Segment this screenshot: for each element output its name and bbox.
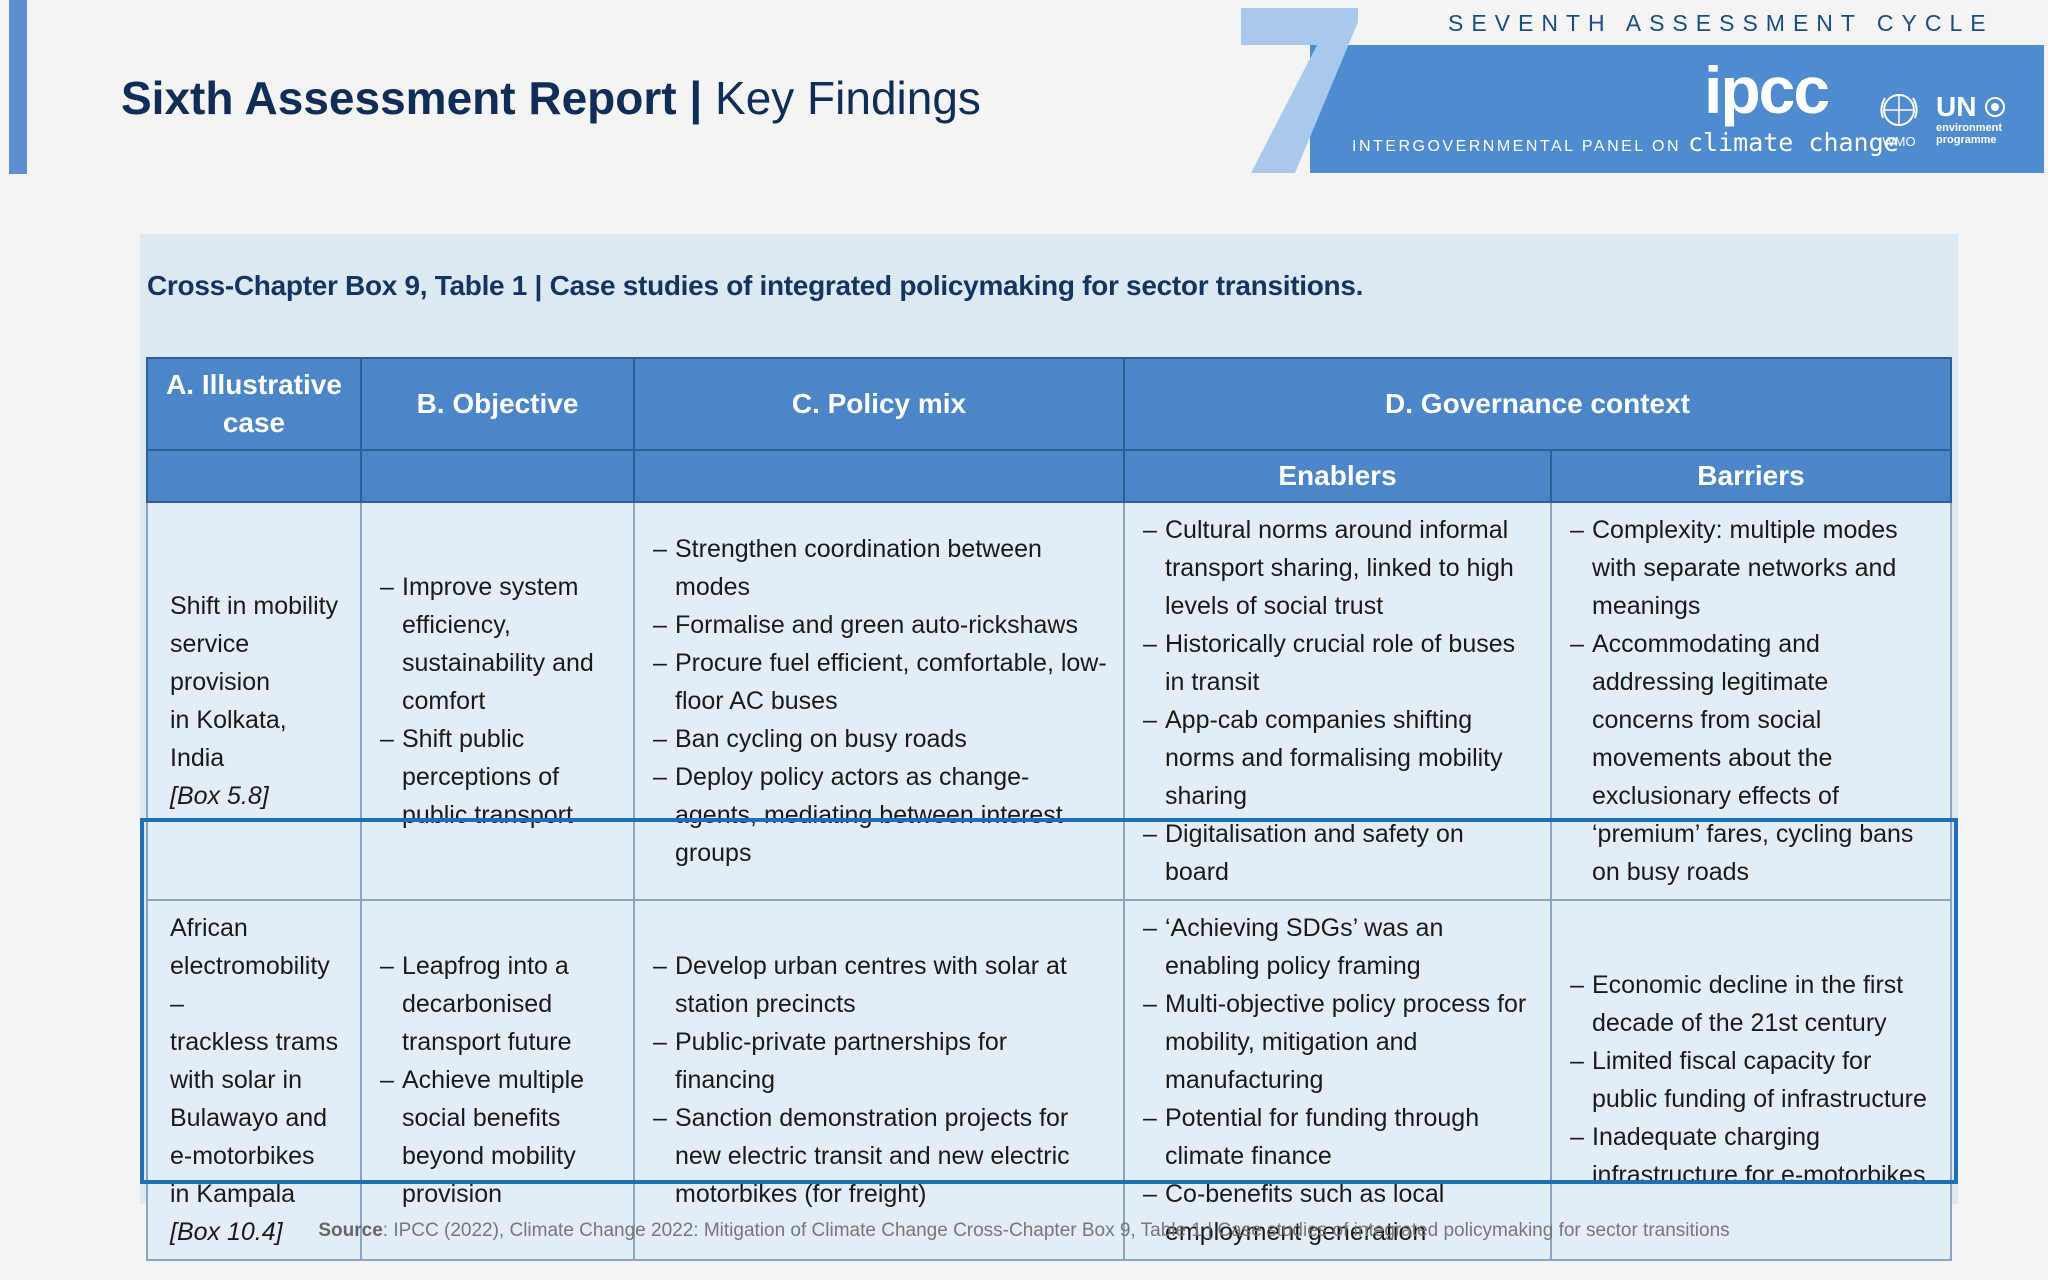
source-label: Source bbox=[318, 1220, 383, 1241]
enablers-cell: Cultural norms around informal transport… bbox=[1123, 501, 1552, 901]
table-row: Shift in mobility service provision in K… bbox=[146, 501, 1953, 901]
list-item: Economic decline in the first decade of … bbox=[1570, 966, 1934, 1042]
title-rest: Key Findings bbox=[702, 72, 981, 124]
list-item: Digitalisation and safety on board bbox=[1143, 815, 1534, 891]
wmo-emblem-icon bbox=[1880, 94, 1918, 126]
header-objective: B. Objective bbox=[360, 357, 635, 451]
case-line: electromobility – bbox=[170, 952, 330, 1018]
barriers-cell: Complexity: multiple modes with separate… bbox=[1549, 501, 1953, 901]
list-item: Develop urban centres with solar at stat… bbox=[653, 947, 1107, 1023]
case-line: e-motorbikes bbox=[170, 1142, 315, 1170]
list-item: Co-benefits such as local employment gen… bbox=[1143, 1175, 1534, 1251]
list-item: Improve system efficiency, sustainabilit… bbox=[380, 568, 617, 720]
list-item: Strengthen coordination between modes bbox=[653, 530, 1107, 606]
header-illustrative-case: A. Illustrative case bbox=[146, 357, 362, 451]
case-line: service provision bbox=[170, 630, 271, 696]
objective-cell: Leapfrog into a decarbonised transport f… bbox=[360, 899, 635, 1261]
list-item: Accommodating and addressing legitimate … bbox=[1570, 625, 1934, 891]
ipcc-banner bbox=[1310, 45, 2044, 173]
objective-list: Leapfrog into a decarbonised transport f… bbox=[380, 947, 617, 1213]
case-studies-table: A. Illustrative case B. Objective C. Pol… bbox=[146, 357, 1953, 1261]
source-citation: Source: IPCC (2022), Climate Change 2022… bbox=[0, 1220, 2048, 1242]
list-item: Cultural norms around informal transport… bbox=[1143, 511, 1534, 625]
header-blank-b bbox=[360, 449, 635, 503]
list-item: Complexity: multiple modes with separate… bbox=[1570, 511, 1934, 625]
case-line: in Kampala bbox=[170, 1180, 296, 1208]
list-item: Deploy policy actors as change-agents, m… bbox=[653, 758, 1107, 872]
enablers-list: Cultural norms around informal transport… bbox=[1143, 511, 1534, 891]
policy-mix-list: Strengthen coordination between modes Fo… bbox=[653, 530, 1107, 872]
unep-un-text: UN bbox=[1936, 92, 2026, 122]
case-line: Bulawayo and bbox=[170, 1104, 328, 1132]
slide-accent-bar bbox=[9, 0, 27, 174]
list-item: Sanction demonstration projects for new … bbox=[653, 1099, 1107, 1213]
page-title: Sixth Assessment Report | Key Findings bbox=[121, 70, 981, 126]
unep-programme-text: programme bbox=[1936, 134, 1997, 146]
case-cell: African electromobility – trackless tram… bbox=[146, 899, 362, 1261]
list-item: Achieve multiple social benefits beyond … bbox=[380, 1061, 617, 1213]
list-item: Procure fuel efficient, comfortable, low… bbox=[653, 644, 1107, 720]
case-line: with solar in bbox=[170, 1066, 302, 1094]
ipcc-logo-wordmark: ipcc bbox=[1704, 53, 1830, 127]
barriers-list: Economic decline in the first decade of … bbox=[1570, 966, 1934, 1194]
case-description: African electromobility – trackless tram… bbox=[166, 909, 344, 1251]
list-item: Inadequate charging infrastructure for e… bbox=[1570, 1118, 1934, 1194]
case-cell: Shift in mobility service provision in K… bbox=[146, 501, 362, 901]
list-item: Historically crucial role of buses in tr… bbox=[1143, 625, 1534, 701]
case-box-reference: [Box 5.8] bbox=[170, 782, 269, 810]
ipcc-logo-subtitle: INTERGOVERNMENTAL PANEL ON climate chang… bbox=[1352, 128, 1899, 157]
header-blank-c bbox=[633, 449, 1125, 503]
list-item: Leapfrog into a decarbonised transport f… bbox=[380, 947, 617, 1061]
list-item: Potential for funding through climate fi… bbox=[1143, 1099, 1534, 1175]
unep-logo: UN environment programme bbox=[1936, 92, 2026, 146]
wmo-label: WMO bbox=[1882, 134, 1916, 149]
logo-sub-climate-change: climate change bbox=[1687, 128, 1899, 157]
title-bold-part: Sixth Assessment Report | bbox=[121, 72, 703, 124]
enablers-list: ‘Achieving SDGs’ was an enabling policy … bbox=[1143, 909, 1534, 1251]
policy-mix-list: Develop urban centres with solar at stat… bbox=[653, 947, 1107, 1213]
assessment-cycle-label: SEVENTH ASSESSMENT CYCLE bbox=[1448, 10, 1994, 36]
list-item: App-cab companies shifting norms and for… bbox=[1143, 701, 1534, 815]
case-line: African bbox=[170, 914, 248, 942]
barriers-list: Complexity: multiple modes with separate… bbox=[1570, 511, 1934, 891]
header-blank-a bbox=[146, 449, 362, 503]
unep-environment-text: environment bbox=[1936, 122, 2003, 134]
policy-mix-cell: Develop urban centres with solar at stat… bbox=[633, 899, 1125, 1261]
list-item: Formalise and green auto-rickshaws bbox=[653, 606, 1107, 644]
table-row: African electromobility – trackless tram… bbox=[146, 899, 1953, 1261]
enablers-cell: ‘Achieving SDGs’ was an enabling policy … bbox=[1123, 899, 1552, 1261]
case-description: Shift in mobility service provision in K… bbox=[166, 587, 344, 815]
header-barriers: Barriers bbox=[1549, 449, 1953, 503]
objective-cell: Improve system efficiency, sustainabilit… bbox=[360, 501, 635, 901]
header-governance-context: D. Governance context bbox=[1122, 357, 1953, 451]
list-item: Ban cycling on busy roads bbox=[653, 720, 1107, 758]
header-enablers: Enablers bbox=[1123, 449, 1552, 503]
un-emblem-icon bbox=[1985, 97, 2006, 117]
objective-list: Improve system efficiency, sustainabilit… bbox=[380, 568, 617, 834]
case-line: trackless trams bbox=[170, 1028, 339, 1056]
list-item: Multi-objective policy process for mobil… bbox=[1143, 985, 1534, 1099]
list-item: Shift public perceptions of public trans… bbox=[380, 720, 617, 834]
wmo-logo: WMO bbox=[1874, 88, 1924, 149]
list-item: ‘Achieving SDGs’ was an enabling policy … bbox=[1143, 909, 1534, 985]
case-line: in Kolkata, India bbox=[170, 706, 287, 772]
table-caption: Cross-Chapter Box 9, Table 1 | Case stud… bbox=[147, 270, 1364, 301]
logo-sub-prefix: INTERGOVERNMENTAL PANEL ON bbox=[1352, 138, 1688, 155]
unep-un: UN bbox=[1936, 91, 1977, 122]
list-item: Public-private partnerships for financin… bbox=[653, 1023, 1107, 1099]
header-policy-mix: C. Policy mix bbox=[633, 357, 1125, 451]
list-item: Limited fiscal capacity for public fundi… bbox=[1570, 1042, 1934, 1118]
barriers-cell: Economic decline in the first decade of … bbox=[1549, 899, 1953, 1261]
policy-mix-cell: Strengthen coordination between modes Fo… bbox=[633, 501, 1125, 901]
case-box-reference: [Box 10.4] bbox=[170, 1218, 283, 1246]
source-text: : IPCC (2022), Climate Change 2022: Miti… bbox=[382, 1220, 1730, 1241]
case-line: Shift in mobility bbox=[170, 592, 339, 620]
